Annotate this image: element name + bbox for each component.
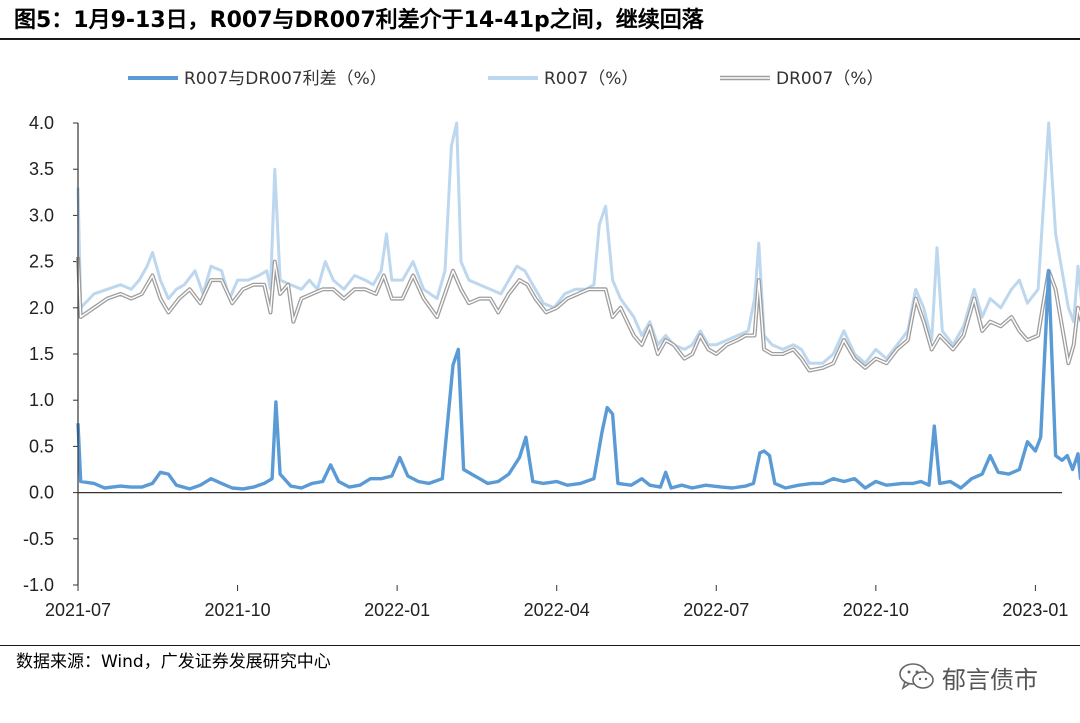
legend-label-r007: R007（%）	[544, 69, 638, 89]
legend-entry-spread: R007与DR007利差（%）	[128, 69, 387, 89]
series-line-dr007	[77, 256, 1080, 372]
line-chart: R007与DR007利差（%） R007（%） DR007（%） -1.0 -0.…	[23, 69, 1080, 620]
source-rule	[0, 645, 1080, 646]
title-rule	[0, 38, 1080, 40]
legend: R007与DR007利差（%） R007（%） DR007（%）	[128, 69, 884, 89]
series-layer	[76, 121, 1080, 491]
x-tick-label: 2022-07	[683, 600, 749, 620]
figure-title: 图5：1月9-13日，R007与DR007利差介于14-41p之间，继续回落	[14, 8, 704, 33]
series-line-r007	[76, 121, 1080, 365]
x-tick-label: 2022-10	[843, 600, 909, 620]
y-tick-label: 0.0	[29, 483, 54, 503]
legend-entry-r007: R007（%）	[488, 69, 638, 89]
legend-label-dr007: DR007（%）	[776, 69, 884, 89]
y-tick-label: 3.0	[29, 205, 54, 225]
x-tick-label: 2022-04	[524, 600, 590, 620]
x-tick-label: 2021-07	[45, 600, 111, 620]
wechat-icon	[899, 663, 934, 690]
x-tick-label: 2022-01	[364, 600, 430, 620]
source-note: 数据来源：Wind，广发证券发展研究中心	[16, 652, 331, 672]
y-tick-label: 2.5	[29, 252, 54, 272]
x-tick-label: 2021-10	[205, 600, 271, 620]
y-tick-label: -1.0	[23, 575, 54, 595]
y-tick-label: 1.0	[29, 390, 54, 410]
x-tick-label: 2023-01	[1002, 600, 1068, 620]
legend-label-spread: R007与DR007利差（%）	[184, 69, 387, 89]
y-tick-label: 0.5	[29, 436, 54, 456]
y-tick-label: 3.5	[29, 159, 54, 179]
watermark-text: 郁言债市	[942, 665, 1038, 694]
series-line-spread	[76, 269, 1080, 491]
y-tick-label: 4.0	[29, 113, 54, 133]
watermark: 郁言债市	[898, 662, 1038, 694]
x-axis-tick-labels: 2021-07 2021-10 2022-01 2022-04 2022-07 2022-…	[45, 585, 1068, 620]
y-tick-label: 2.0	[29, 298, 54, 318]
y-tick-label: 1.5	[29, 344, 54, 364]
series-line-dr007-outline	[76, 256, 1080, 373]
y-tick-label: -0.5	[23, 529, 54, 549]
legend-entry-dr007: DR007（%）	[720, 69, 884, 89]
y-axis-tick-labels: -1.0 -0.5 0.0 0.5 1.0 1.5 2.0 2.5 3.0 3.5 4.0	[23, 113, 78, 595]
